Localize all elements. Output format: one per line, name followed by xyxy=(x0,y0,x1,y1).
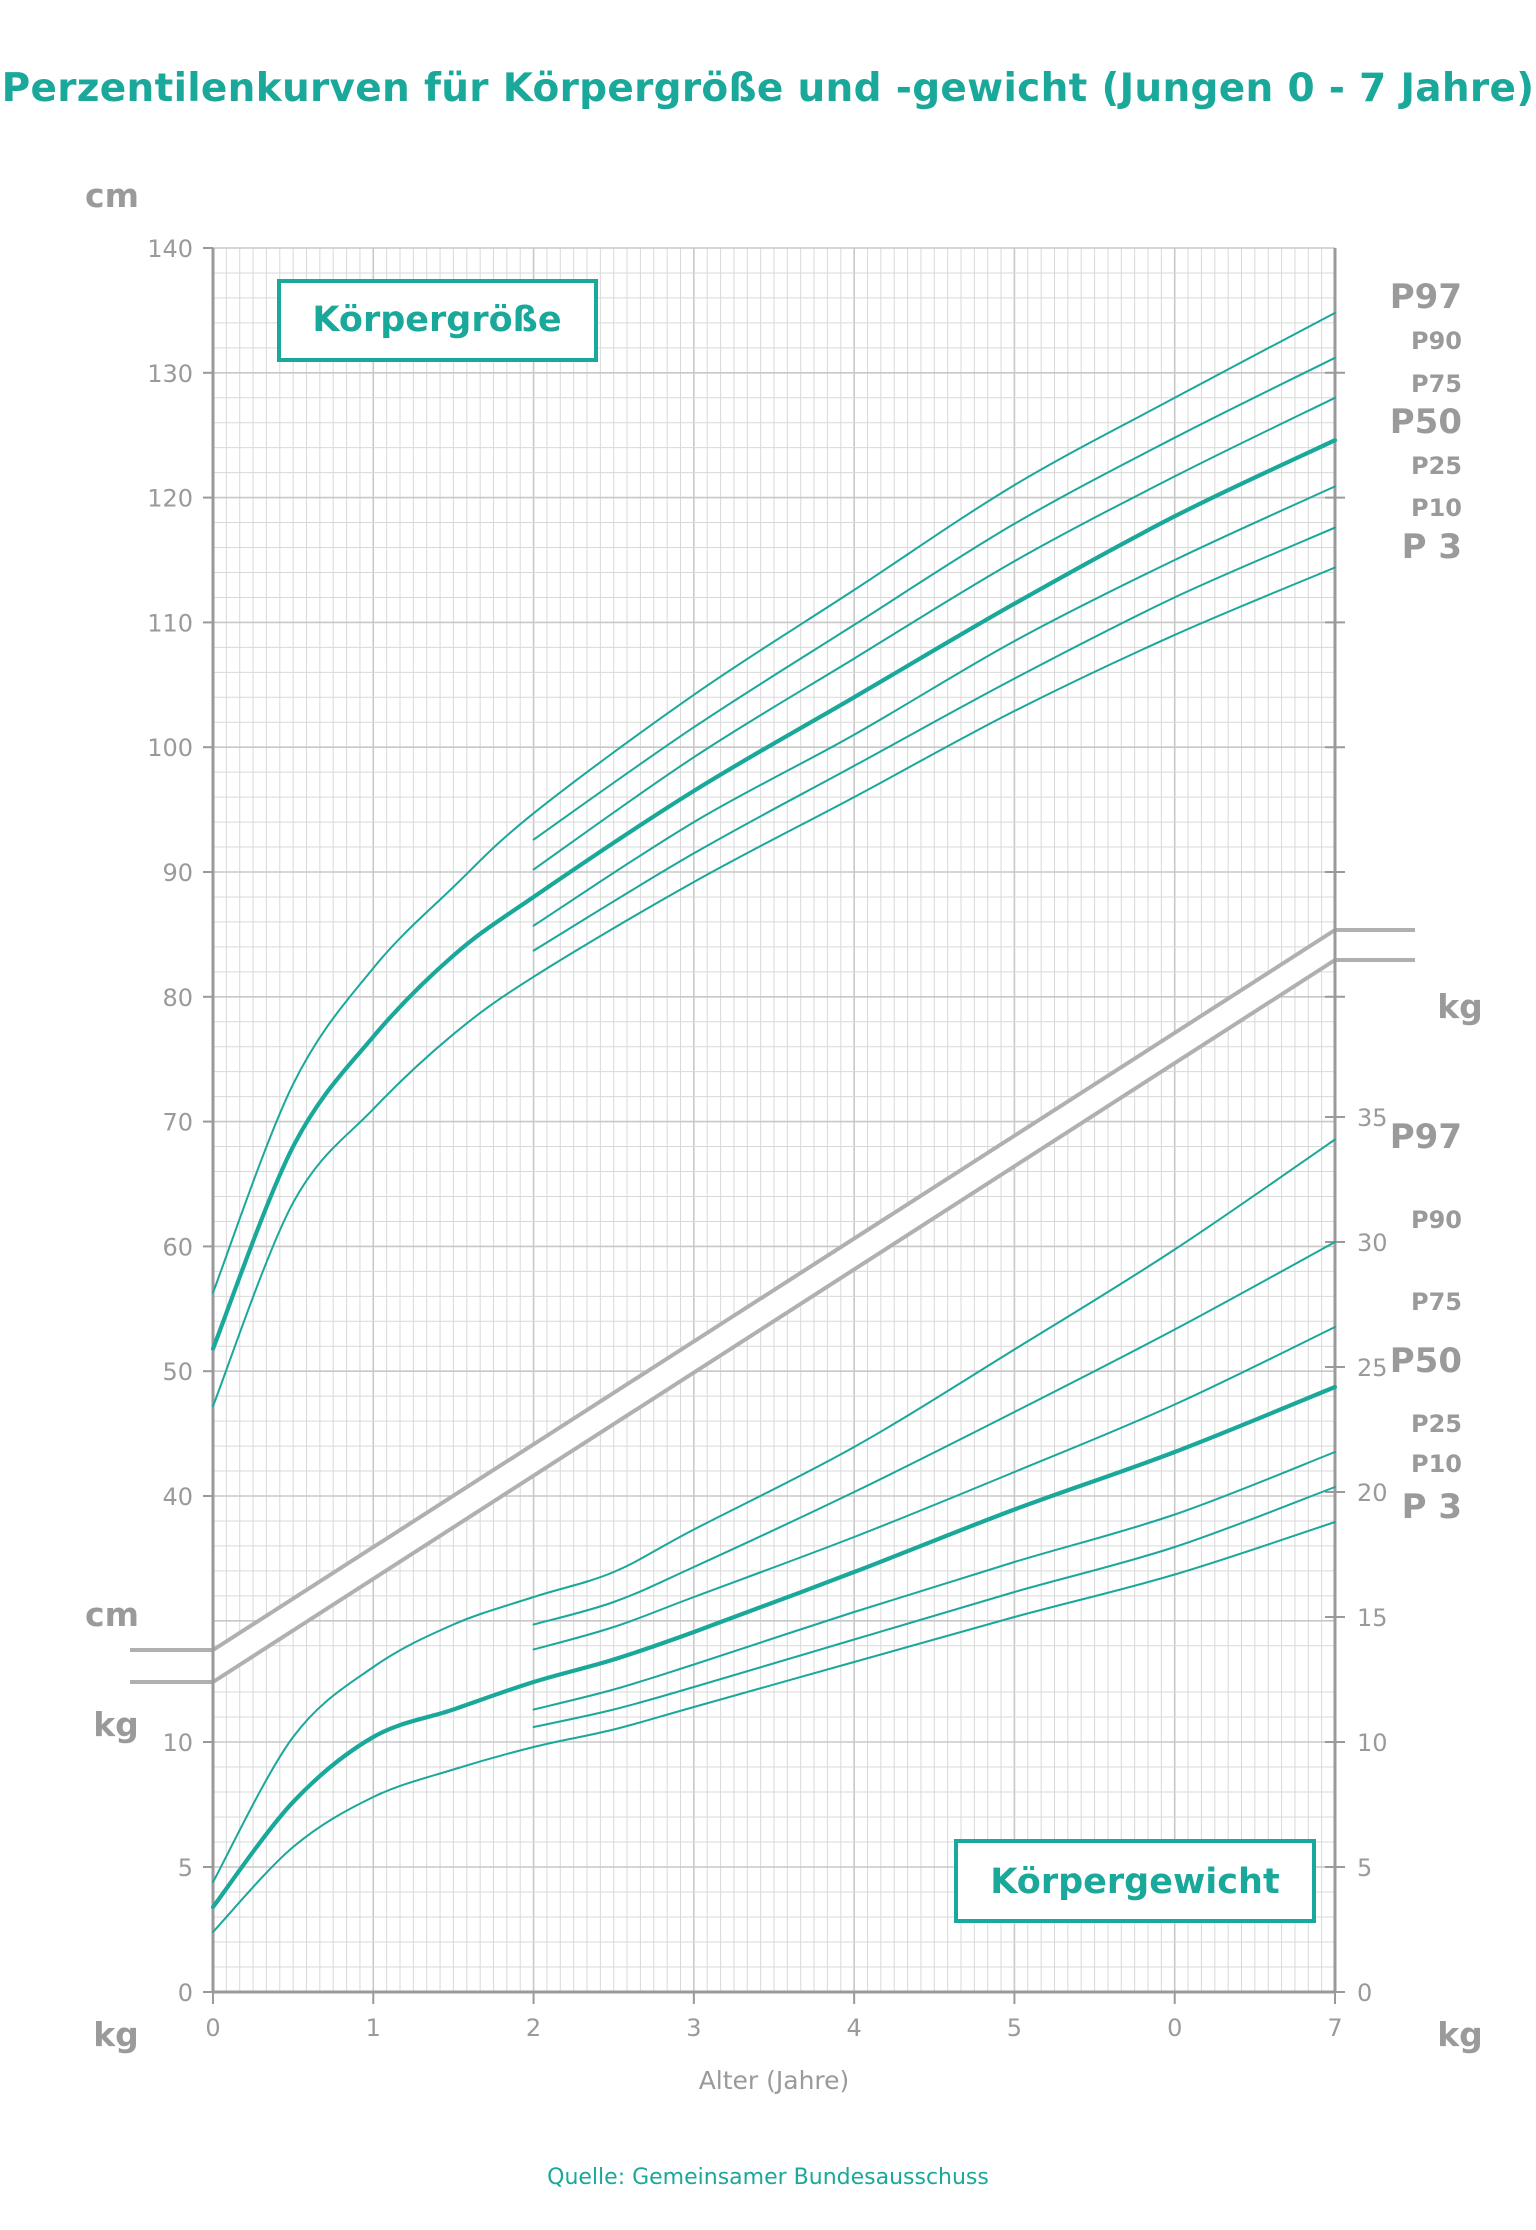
y-tick-label-kg-left: 10 xyxy=(162,1729,193,1757)
weight-line-p75 xyxy=(532,1326,1336,1651)
y-tick-label-cm: 50 xyxy=(162,1358,193,1386)
y-tick-label-kg-right: 5 xyxy=(1357,1854,1372,1882)
y-tick-label-kg-right: 10 xyxy=(1357,1729,1388,1757)
y-tick-label-kg-right: 25 xyxy=(1357,1354,1388,1382)
weight-line-p10 xyxy=(532,1486,1336,1728)
height-label-p25: P25 xyxy=(1411,452,1462,480)
height-line-p97 xyxy=(212,311,1336,1294)
axis-break xyxy=(130,928,1415,1684)
height-label-p75: P75 xyxy=(1411,370,1462,398)
box-koerpergroesse: Körpergröße xyxy=(277,279,598,362)
unit-cm-break: cm xyxy=(85,1595,139,1634)
grid xyxy=(212,247,1336,1993)
height-line-p25 xyxy=(532,485,1336,927)
y-tick-label-kg-right: 30 xyxy=(1357,1229,1388,1257)
y-tick-label-cm: 60 xyxy=(162,1233,193,1261)
weight-line-p90 xyxy=(532,1241,1336,1626)
labels: 4050607080901001101201301400510051015202… xyxy=(147,235,1462,2042)
axes xyxy=(203,247,1345,2004)
weight-label-p3: P 3 xyxy=(1402,1487,1462,1527)
unit-kg-left-break: kg xyxy=(93,1705,139,1744)
weight-line-p50 xyxy=(210,1384,1338,1910)
axis-break-band xyxy=(130,930,1415,1682)
y-tick-label-cm: 100 xyxy=(147,734,193,762)
x-tick-label: 3 xyxy=(686,2014,701,2042)
height-line-p90 xyxy=(532,356,1336,841)
y-tick-label-kg-left: 5 xyxy=(178,1854,193,1882)
y-tick-label-kg-right: 20 xyxy=(1357,1479,1388,1507)
height-line-p50 xyxy=(210,438,1338,1351)
box-koerpergewicht: Körpergewicht xyxy=(954,1839,1316,1923)
source-note: Quelle: Gemeinsamer Bundesausschuss xyxy=(547,2165,989,2190)
y-tick-label-kg-right: 35 xyxy=(1357,1104,1388,1132)
weight-label-p50: P50 xyxy=(1390,1341,1462,1381)
weight-line-p25 xyxy=(532,1451,1336,1711)
height-label-p3: P 3 xyxy=(1402,527,1462,567)
y-tick-label-cm: 40 xyxy=(162,1483,193,1511)
y-tick-label-cm: 80 xyxy=(162,984,193,1012)
x-tick-label: 5 xyxy=(1007,2014,1022,2042)
height-label-p10: P10 xyxy=(1411,494,1462,522)
height-label-p97: P97 xyxy=(1390,277,1462,317)
weight-line-p97 xyxy=(212,1138,1336,1883)
height-line-p10 xyxy=(532,526,1336,952)
label-koerpergewicht: Körpergewicht xyxy=(990,1862,1279,1902)
y-tick-label-cm: 110 xyxy=(147,609,193,637)
height-label-p90: P90 xyxy=(1411,327,1462,355)
x-axis-label: Alter (Jahre) xyxy=(699,2066,850,2095)
y-tick-label-cm: 70 xyxy=(162,1109,193,1137)
x-tick-label: 7 xyxy=(1327,2014,1342,2042)
page-title: Perzentilenkurven für Körpergröße und -g… xyxy=(1,66,1535,111)
unit-kg-left-bottom: kg xyxy=(93,2015,139,2054)
height-line-p3 xyxy=(212,566,1336,1408)
height-label-p50: P50 xyxy=(1390,402,1462,442)
axis-break-line-lower xyxy=(130,958,1415,1684)
weight-label-p10: P10 xyxy=(1411,1450,1462,1478)
y-tick-label-kg-left: 0 xyxy=(178,1979,193,2007)
weight-label-p90: P90 xyxy=(1411,1206,1462,1234)
height-line-p75 xyxy=(532,396,1336,871)
y-tick-label-cm: 120 xyxy=(147,485,193,513)
x-tick-label: 1 xyxy=(366,2014,381,2042)
weight-label-p25: P25 xyxy=(1411,1410,1462,1438)
label-koerpergroesse: Körpergröße xyxy=(312,300,561,340)
y-tick-label-kg-right: 0 xyxy=(1357,1979,1372,2007)
unit-kg-right-bottom: kg xyxy=(1437,2015,1483,2054)
y-tick-label-cm: 90 xyxy=(162,859,193,887)
y-tick-label-cm: 140 xyxy=(147,235,193,263)
unit-cm-top: cm xyxy=(85,176,139,215)
y-tick-label-kg-right: 15 xyxy=(1357,1604,1388,1632)
weight-label-p97: P97 xyxy=(1390,1117,1462,1157)
weight-label-p75: P75 xyxy=(1411,1288,1462,1316)
weight-line-p3 xyxy=(212,1521,1336,1933)
y-tick-label-cm: 130 xyxy=(147,360,193,388)
x-tick-label: 0 xyxy=(1167,2014,1182,2042)
unit-kg-right-break: kg xyxy=(1437,987,1483,1026)
x-tick-label: 4 xyxy=(847,2014,862,2042)
x-tick-label: 0 xyxy=(205,2014,220,2042)
series-lines xyxy=(210,311,1338,1933)
axis-break-line-upper xyxy=(130,928,1415,1652)
x-tick-label: 2 xyxy=(526,2014,541,2042)
